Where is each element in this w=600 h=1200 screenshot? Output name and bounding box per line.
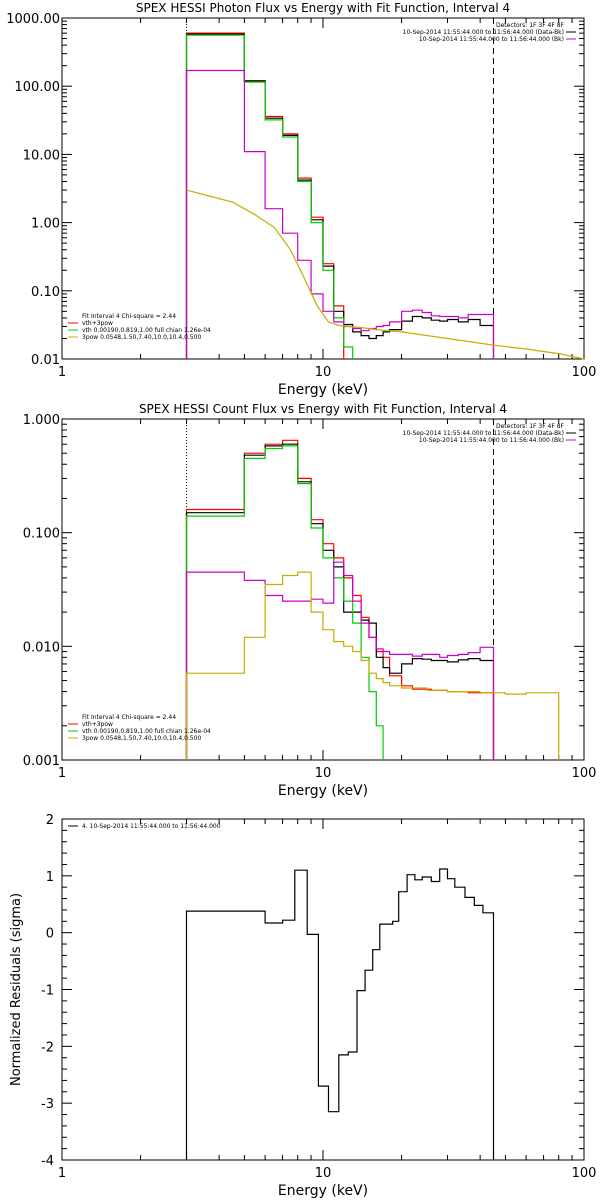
x-tick-label: 10 (315, 766, 332, 781)
x-tick-label: 10 (315, 1166, 332, 1181)
y-tick-label: 0 (46, 927, 54, 942)
y-tick-label: 100.00 (15, 80, 61, 95)
x-axis-ticks (61, 419, 573, 760)
y-tick-label: -4 (41, 1154, 54, 1169)
y-tick-label: 1.00 (31, 217, 60, 232)
x-tick-label: 1 (58, 365, 66, 380)
legend-entry: 10-Sep-2014 11:55:44.000 to 11:56:44.000… (403, 29, 564, 36)
y-tick-label: 1 (46, 870, 54, 885)
series-line-3 (185, 34, 354, 359)
plot-frame (61, 418, 585, 761)
legend-entry: Detectors: 1F 3F 4F 8F (496, 22, 565, 29)
legend-bottom-left: Fit Interval 4 Chi-square = 2.44vth+3pow… (68, 714, 211, 742)
x-tick-label: 10 (315, 365, 332, 380)
y-tick-label: 10.00 (23, 148, 60, 163)
legend-entry: Fit Interval 4 Chi-square = 2.44 (82, 313, 176, 320)
series-line-4 (185, 69, 495, 359)
legend-entry: Detectors: 1F 3F 4F 8F (496, 423, 565, 430)
legend-entry: vth+3pow (82, 721, 113, 728)
y-axis-ticks (62, 818, 584, 1161)
legend-entry: 10-Sep-2014 11:55:44.000 to 11:56:44.000… (419, 36, 564, 43)
y-tick-label: -3 (41, 1097, 54, 1112)
y-tick-label: -2 (41, 1040, 54, 1055)
legend-entry: 10-Sep-2014 11:55:44.000 to 11:56:44.000… (419, 437, 564, 444)
series-line-5 (185, 571, 560, 760)
panel-1: 1 10 100 1000.00 100.00 10.00 1.00 0.10 0.01 SPEX… (6, 1, 596, 398)
y-tick-label: 1.000 (23, 413, 60, 428)
y-tick-label: 2 (46, 813, 54, 828)
legend-bottom-left: Fit Interval 4 Chi-square = 2.44vth+3pow… (68, 313, 211, 341)
x-tick-label: 1 (58, 1166, 66, 1181)
y-tick-label: 0.01 (31, 353, 60, 368)
legend-entry: Fit Interval 4 Chi-square = 2.44 (82, 714, 176, 721)
x-axis-ticks (61, 819, 573, 1160)
y-tick-label: 1000.00 (6, 12, 60, 27)
x-axis-ticks (61, 18, 573, 359)
legend-entry: vth 0.00190,0.819,1.00 full chian 1.26e-… (82, 327, 211, 334)
chart-title: SPEX HESSI Photon Flux vs Energy with Fi… (136, 1, 510, 15)
legend-entry: vth+3pow (82, 320, 113, 327)
y-tick-label: 0.010 (23, 640, 60, 655)
legend-top-left: 4. 10-Sep-2014 11:55:44.000 to 11:56:44.… (68, 823, 221, 830)
panel-2: 1 10 100 1.000 0.100 0.010 0.001 SPEX HESSI Cou… (23, 402, 597, 799)
x-tick-label: 1 (58, 766, 66, 781)
series-line-4 (185, 561, 495, 760)
x-tick-label: 100 (572, 365, 597, 380)
series-line-2 (185, 443, 495, 760)
chart-title: SPEX HESSI Count Flux vs Energy with Fit… (139, 402, 507, 416)
x-tick-label: 100 (572, 1166, 597, 1181)
series-line-1 (185, 868, 495, 1160)
y-tick-label: 0.001 (23, 754, 60, 769)
x-tick-label: 100 (572, 766, 597, 781)
series-line-2 (185, 33, 495, 359)
legend-entry: 4. 10-Sep-2014 11:55:44.000 to 11:56:44.… (82, 823, 221, 830)
x-axis-label: Energy (keV) (278, 382, 368, 398)
y-axis-label: Normalized Residuals (sigma) (9, 893, 24, 1086)
y-axis-ticks (62, 423, 584, 761)
x-axis-label: Energy (keV) (278, 1183, 368, 1199)
y-tick-label: -1 (41, 984, 54, 999)
series-line-5 (186, 189, 585, 360)
series-line-3 (185, 445, 384, 760)
y-tick-label: 0.10 (31, 285, 60, 300)
legend-entry: vth 0.00190,0.819,1.00 full chian 1.26e-… (82, 728, 211, 735)
legend-entry: 10-Sep-2014 11:55:44.000 to 11:56:44.000… (403, 430, 564, 437)
y-tick-label: 0.100 (23, 527, 60, 542)
x-axis-label: Energy (keV) (278, 783, 368, 799)
legend-entry: 3pow 0.0548,1.50,7.40,10.0,10.4,0.500 (82, 735, 201, 742)
legend-entry: 3pow 0.0548,1.50,7.40,10.0,10.4,0.500 (82, 334, 201, 341)
plot-frame (61, 818, 585, 1161)
series-line-1 (185, 439, 495, 760)
